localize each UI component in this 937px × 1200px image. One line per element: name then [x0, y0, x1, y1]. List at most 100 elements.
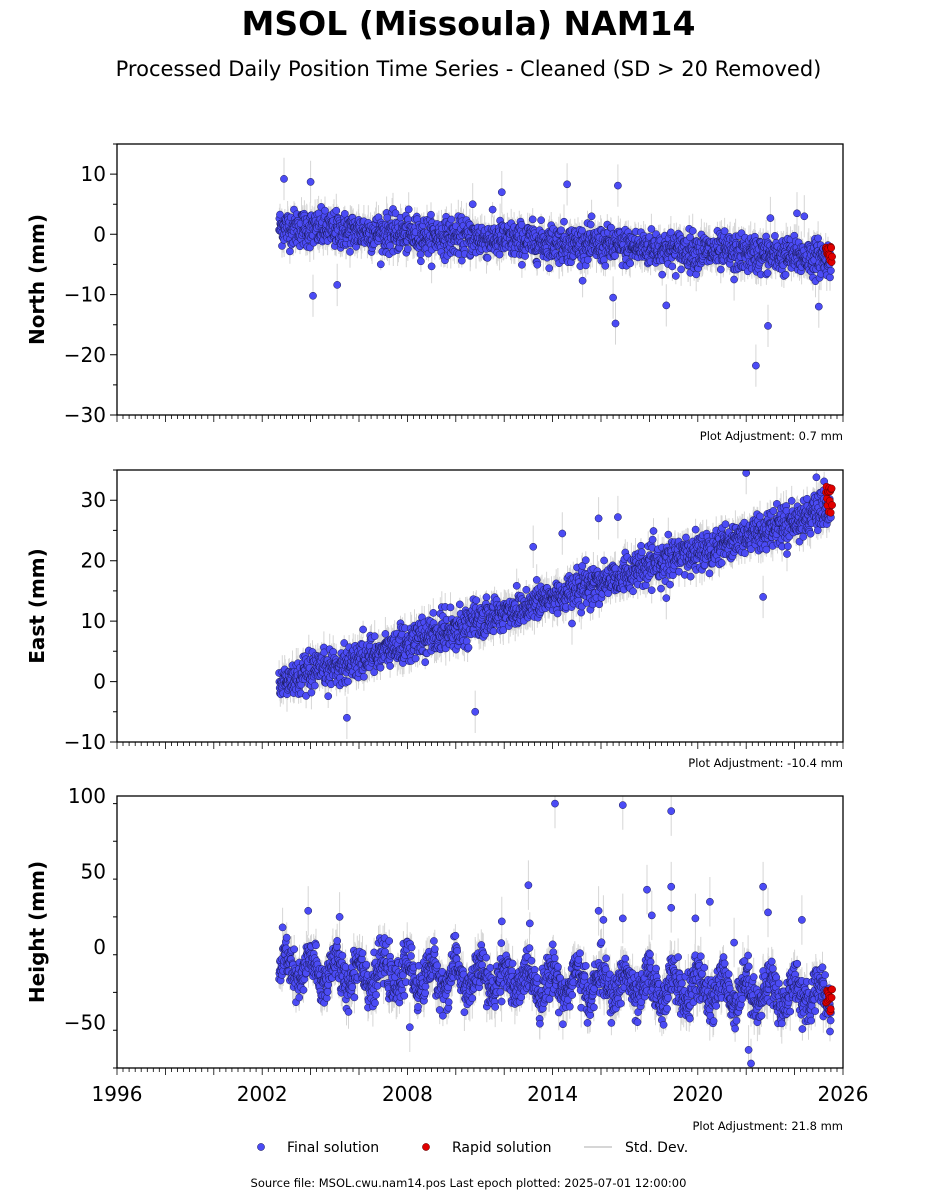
- x-axis-ticks: [116, 415, 844, 422]
- final-point: [491, 1003, 500, 1011]
- final-point: [527, 956, 536, 965]
- final-point: [629, 587, 637, 596]
- final-point: [637, 548, 646, 557]
- final-point: [350, 993, 359, 1002]
- final-point: [411, 654, 420, 663]
- final-point: [525, 944, 534, 952]
- final-point: [721, 520, 730, 529]
- final-point: [278, 923, 287, 932]
- final-point: [376, 260, 385, 269]
- rapid-point: [826, 508, 835, 517]
- x-axis-ticks: [116, 742, 844, 749]
- final-point: [667, 228, 675, 237]
- final-point: [359, 625, 367, 634]
- final-point: [376, 663, 385, 672]
- final-point: [578, 562, 587, 570]
- final-point: [471, 707, 480, 716]
- final-point: [344, 677, 352, 686]
- final-point: [472, 596, 481, 605]
- y-axis-ticks: [110, 143, 117, 416]
- final-point: [781, 270, 790, 279]
- final-point: [649, 527, 658, 535]
- final-point: [578, 276, 587, 285]
- plot-adjustment-note: Plot Adjustment: -10.4 mm: [688, 756, 843, 770]
- final-point: [600, 556, 608, 565]
- final-point: [771, 232, 779, 240]
- final-solution-points: [275, 799, 835, 1068]
- final-point: [497, 939, 506, 947]
- final-point: [611, 319, 620, 328]
- final-point: [407, 952, 415, 960]
- final-point: [499, 626, 508, 634]
- final-point: [381, 630, 390, 638]
- final-point: [429, 609, 438, 617]
- final-point: [282, 933, 291, 942]
- final-point: [568, 619, 576, 628]
- final-point: [497, 188, 506, 197]
- final-point: [658, 270, 667, 279]
- final-point: [332, 206, 341, 215]
- final-point: [447, 215, 456, 224]
- final-point: [522, 585, 531, 594]
- final-point: [497, 997, 506, 1006]
- final-point: [647, 225, 656, 233]
- final-point: [717, 559, 726, 567]
- final-point: [348, 983, 357, 991]
- y-tick-label: 10: [81, 609, 106, 633]
- final-point: [482, 953, 491, 962]
- final-point: [609, 293, 617, 302]
- final-point: [614, 513, 622, 521]
- final-point: [340, 639, 349, 647]
- y-axis-label: North (mm): [25, 214, 49, 345]
- final-point: [705, 569, 714, 578]
- y-tick-label: 0: [93, 670, 106, 694]
- final-point: [486, 963, 495, 972]
- final-point: [657, 584, 665, 593]
- std-dev-bars: [278, 796, 832, 1068]
- final-solution-points: [275, 470, 835, 722]
- y-tick-label: −10: [64, 283, 106, 307]
- final-point: [537, 216, 545, 225]
- final-point: [385, 937, 394, 945]
- final-point: [559, 1020, 567, 1029]
- y-tick-label: 30: [81, 488, 106, 512]
- final-point: [536, 1019, 544, 1028]
- final-point: [532, 576, 541, 584]
- final-point: [668, 262, 677, 271]
- final-point: [427, 262, 436, 271]
- y-tick-label: −30: [64, 403, 106, 427]
- rapid-point: [828, 252, 836, 261]
- final-point: [647, 586, 656, 595]
- final-point: [759, 593, 767, 601]
- final-point: [595, 600, 604, 609]
- final-point: [682, 533, 690, 542]
- final-point: [391, 209, 400, 218]
- final-point: [756, 512, 764, 521]
- final-point: [601, 261, 610, 270]
- final-point: [407, 943, 416, 952]
- final-point: [333, 937, 342, 945]
- final-point: [312, 941, 320, 950]
- final-point: [662, 594, 671, 602]
- plot-area-0: [275, 157, 836, 387]
- final-point: [814, 302, 823, 311]
- final-point: [417, 257, 425, 266]
- final-point: [583, 1019, 592, 1027]
- plot-area-2: [275, 796, 836, 1068]
- final-point: [421, 982, 430, 991]
- final-point: [343, 713, 351, 722]
- final-point: [280, 175, 288, 183]
- rapid-solution-points: [822, 242, 836, 266]
- final-point: [338, 951, 347, 960]
- final-point: [666, 580, 674, 589]
- final-point: [762, 545, 771, 554]
- final-point: [324, 692, 333, 701]
- final-point: [299, 986, 308, 994]
- final-point: [421, 989, 430, 997]
- final-point: [787, 497, 796, 505]
- final-point: [686, 572, 695, 581]
- final-point: [525, 919, 534, 928]
- final-point: [386, 662, 394, 670]
- final-point: [814, 234, 822, 243]
